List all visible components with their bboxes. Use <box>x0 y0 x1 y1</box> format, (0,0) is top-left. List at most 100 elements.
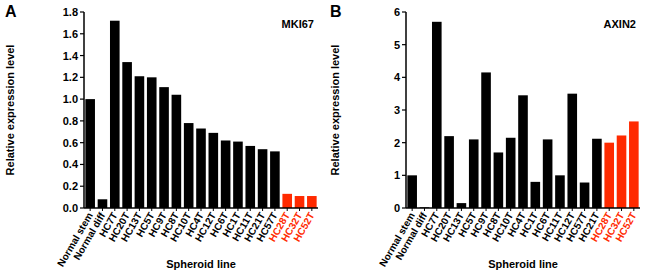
bar <box>270 151 280 208</box>
y-tick-label: 0.2 <box>63 180 78 192</box>
x-tick <box>584 208 585 211</box>
y-tick-label: 4 <box>394 71 401 83</box>
bar <box>233 142 243 208</box>
bar <box>629 121 639 208</box>
panel-label: A <box>5 3 17 20</box>
x-tick-label: HC52T <box>613 211 638 244</box>
y-tick-label: 1.8 <box>63 6 78 18</box>
bar <box>567 94 577 208</box>
bar <box>531 182 541 208</box>
x-tick <box>436 208 437 211</box>
bar <box>159 87 169 208</box>
bar <box>444 136 454 208</box>
x-tick <box>498 208 499 211</box>
x-tick <box>287 208 288 211</box>
x-tick <box>237 208 238 211</box>
x-axis-title: Spheroid line <box>166 258 236 270</box>
gene-title: AXIN2 <box>604 18 636 30</box>
bar <box>221 140 231 208</box>
x-tick <box>547 208 548 211</box>
x-tick <box>633 208 634 211</box>
bar <box>209 133 219 208</box>
y-tick <box>402 44 406 45</box>
y-tick-label: 0.0 <box>63 202 78 214</box>
y-tick-label: 2 <box>394 137 400 149</box>
x-tick <box>559 208 560 211</box>
x-tick <box>486 208 487 211</box>
bar <box>617 135 627 208</box>
y-tick <box>80 33 84 34</box>
y-tick <box>80 207 84 208</box>
bar <box>580 183 590 208</box>
y-tick-label: 1 <box>394 169 400 181</box>
bar <box>282 194 292 208</box>
x-tick <box>572 208 573 211</box>
gene-title: MKI67 <box>282 18 314 30</box>
bar <box>295 196 305 208</box>
y-tick <box>80 142 84 143</box>
x-tick <box>412 208 413 211</box>
x-tick <box>213 208 214 211</box>
y-axis-title: Relative expression level <box>329 45 341 176</box>
x-tick <box>262 208 263 211</box>
x-tick <box>114 208 115 211</box>
bar <box>432 22 442 208</box>
bar <box>506 138 516 208</box>
x-tick <box>424 208 425 211</box>
bar <box>592 139 602 208</box>
x-tick <box>90 208 91 211</box>
bar <box>110 21 120 208</box>
y-tick <box>80 120 84 121</box>
y-tick-label: 3 <box>394 104 400 116</box>
y-tick <box>402 142 406 143</box>
bar <box>543 139 553 208</box>
x-tick <box>176 208 177 211</box>
y-tick-label: 1.2 <box>63 71 78 83</box>
x-tick-label: HC52T <box>291 211 316 244</box>
bar <box>184 123 194 208</box>
bars <box>407 22 638 208</box>
y-tick <box>402 207 406 208</box>
bar <box>172 95 182 208</box>
panel-label: B <box>330 3 342 20</box>
x-tick <box>449 208 450 211</box>
bars <box>85 21 316 208</box>
x-tick <box>188 208 189 211</box>
x-tick <box>596 208 597 211</box>
y-tick <box>80 11 84 12</box>
y-tick <box>402 175 406 176</box>
x-tick <box>201 208 202 211</box>
bar <box>518 95 528 208</box>
bar <box>147 77 157 208</box>
bar <box>604 143 614 208</box>
x-tick <box>151 208 152 211</box>
x-axis-title: Spheroid line <box>488 258 558 270</box>
x-tick <box>164 208 165 211</box>
x-tick <box>250 208 251 211</box>
y-tick <box>80 77 84 78</box>
y-tick <box>80 164 84 165</box>
panel: 0.00.20.40.60.81.01.21.41.61.8Normal ste… <box>4 3 318 270</box>
bar <box>555 175 565 208</box>
bar <box>122 62 132 208</box>
x-tick <box>274 208 275 211</box>
bar <box>481 72 491 208</box>
bar <box>196 129 206 208</box>
bar <box>245 146 255 208</box>
x-tick <box>311 208 312 211</box>
panel: 0123456Normal stemNormal diffHC7THC20THC… <box>329 3 640 270</box>
x-tick <box>510 208 511 211</box>
figure: 0.00.20.40.60.81.01.21.41.61.8Normal ste… <box>0 0 650 273</box>
y-tick <box>402 77 406 78</box>
bar <box>307 196 317 208</box>
bar <box>85 99 95 208</box>
x-tick <box>299 208 300 211</box>
x-tick <box>523 208 524 211</box>
y-tick-label: 0.4 <box>63 158 79 170</box>
y-axis <box>83 12 85 208</box>
x-tick <box>139 208 140 211</box>
bar <box>135 76 145 208</box>
y-tick <box>80 99 84 100</box>
bar <box>494 152 504 208</box>
y-tick-label: 5 <box>394 39 400 51</box>
